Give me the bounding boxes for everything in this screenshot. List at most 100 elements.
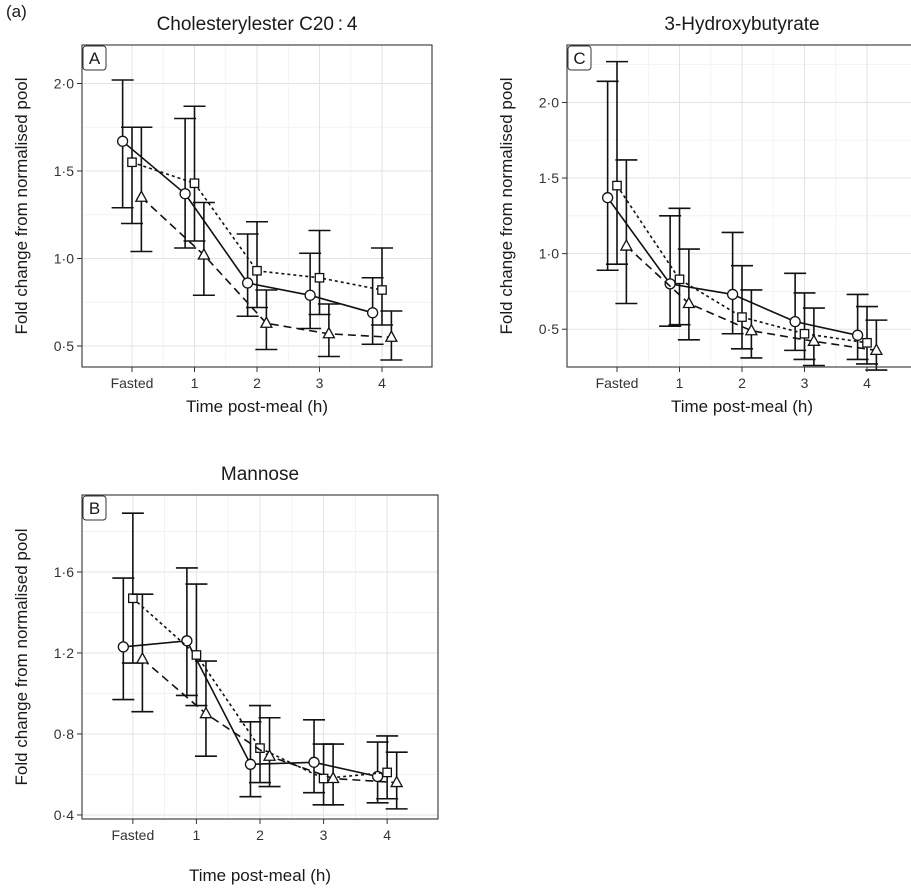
error-bar <box>721 231 744 335</box>
data-point-triangle <box>262 748 277 761</box>
x-tick-label: 3 <box>316 375 324 391</box>
panel-tag-text: C <box>573 49 585 68</box>
data-point-triangle <box>390 775 404 788</box>
y-tick-label: 1·2 <box>54 645 74 661</box>
data-point-square <box>127 157 137 168</box>
error-bar <box>856 305 878 365</box>
data-point-square <box>255 743 265 753</box>
y-tick-label: 0·4 <box>54 807 74 823</box>
error-bar <box>308 229 331 316</box>
x-tick-label: 4 <box>378 375 386 391</box>
series-line-square <box>131 161 383 291</box>
x-tick-label: 3 <box>320 827 328 843</box>
x-axis-title: Time post-meal (h) <box>186 397 328 416</box>
chart-title: 3-Hydroxybutyrate <box>664 14 819 35</box>
data-point-triangle <box>135 651 149 664</box>
x-tick-label: 1 <box>193 827 201 843</box>
data-point-triangle <box>322 326 336 339</box>
data-point-square <box>314 272 325 283</box>
y-axis-title: Fold change from normalised pool <box>12 528 31 785</box>
y-tick-label: 0·8 <box>54 726 74 742</box>
y-axis-title: Fold change from normalised pool <box>497 77 516 334</box>
data-point-circle <box>851 329 864 341</box>
data-point-square <box>612 180 622 191</box>
data-point-triangle <box>807 333 821 346</box>
error-bar <box>246 220 268 309</box>
error-bar <box>112 577 135 701</box>
chart-panel-b: 0·4 0·8 1·2 1·6 Fasted 1 2 3 4 B Mannose Time post-… <box>12 464 439 885</box>
y-tick-label: 0·5 <box>54 338 74 354</box>
data-point-square <box>377 285 387 295</box>
data-point-square <box>674 274 685 285</box>
y-tick-label: 1·5 <box>539 170 559 186</box>
data-point-circle <box>726 288 739 301</box>
error-bar <box>130 126 153 253</box>
y-tick-label: 1·5 <box>54 163 74 179</box>
error-bar <box>606 60 628 266</box>
data-point-square <box>191 650 202 660</box>
x-tick-label: 3 <box>801 375 809 391</box>
data-point-circle <box>116 135 129 147</box>
chart-panel-c: 0·5 1·0 1·5 2·0 Fasted 1 2 3 4 C 3-Hydroxybutyrate… <box>497 14 911 416</box>
x-tick-label: Fasted <box>111 375 154 391</box>
error-bar <box>175 567 198 697</box>
y-tick-label: 0·5 <box>539 321 559 337</box>
y-axis-title: Fold change from normalised pool <box>12 77 31 334</box>
x-tick-label: 4 <box>863 375 871 391</box>
data-point-triangle <box>682 296 696 309</box>
x-tick-label: 2 <box>738 375 746 391</box>
chart-title: Mannose <box>221 464 299 485</box>
error-bar <box>376 735 399 800</box>
data-point-triangle <box>869 343 883 356</box>
error-bar <box>731 264 753 350</box>
y-tick-label: 2·0 <box>54 76 74 92</box>
data-point-circle <box>601 192 614 204</box>
x-axis-title: Time post-meal (h) <box>189 866 331 885</box>
error-bar <box>615 159 638 305</box>
error-bar <box>174 117 197 249</box>
data-point-square <box>318 773 329 784</box>
data-point-triangle <box>744 323 758 336</box>
panel-tag: B <box>82 495 107 521</box>
error-bar <box>303 718 326 794</box>
data-point-square <box>128 593 138 604</box>
error-bar <box>668 207 691 326</box>
error-bar <box>596 80 619 272</box>
data-point-circle <box>179 188 191 200</box>
series-line-triangle <box>625 245 877 352</box>
data-point-triangle <box>259 315 273 328</box>
data-point-triangle <box>619 238 633 251</box>
error-bar <box>183 105 206 242</box>
data-point-triangle <box>326 771 340 784</box>
chart-panel-a: 0·5 1·0 1·5 2·0 Fasted 1 2 3 4 A Cholesterylester … <box>12 14 433 416</box>
chart-title: Cholesterylester C20 : 4 <box>157 14 358 35</box>
y-tick-label: 1·6 <box>54 564 74 580</box>
panel-tag-text: A <box>89 49 101 68</box>
error-bar <box>677 248 700 341</box>
error-bar <box>793 292 816 361</box>
data-point-triangle <box>134 189 148 202</box>
x-axis-title: Time post-meal (h) <box>671 397 813 416</box>
data-point-triangle <box>197 247 211 260</box>
x-tick-label: Fasted <box>111 827 154 843</box>
data-point-triangle <box>384 329 398 342</box>
series-line-square <box>616 185 868 344</box>
figure-label: (a) <box>6 2 27 21</box>
data-point-circle <box>366 307 379 319</box>
data-point-square <box>737 312 747 322</box>
panel-tag-text: B <box>89 499 100 518</box>
y-tick-label: 1·0 <box>539 246 559 262</box>
data-point-square <box>862 337 872 348</box>
x-tick-label: 1 <box>191 375 199 391</box>
series-line-square <box>132 597 388 780</box>
x-tick-label: 2 <box>253 375 261 391</box>
data-point-circle <box>308 756 320 768</box>
data-point-circle <box>117 641 129 653</box>
x-tick-label: 4 <box>383 827 391 843</box>
data-point-circle <box>304 289 316 301</box>
panel-tag: C <box>567 45 592 71</box>
data-point-circle <box>241 277 254 289</box>
x-tick-label: Fasted <box>596 375 639 391</box>
error-bar <box>846 293 869 361</box>
data-point-square <box>252 265 262 276</box>
